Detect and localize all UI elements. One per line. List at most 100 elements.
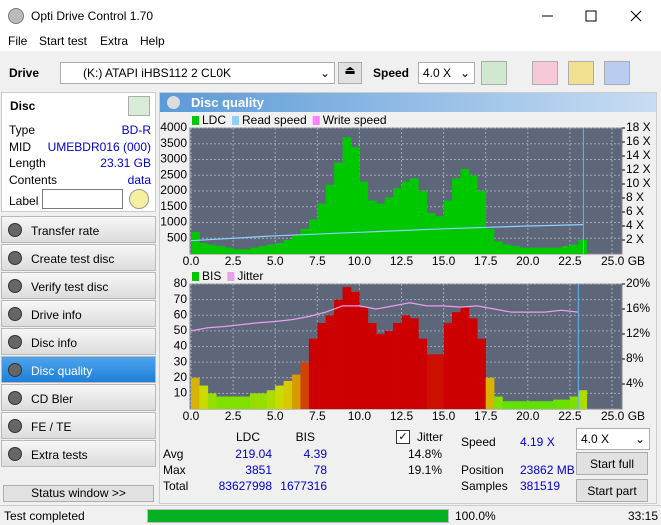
bar xyxy=(367,323,377,409)
label-button[interactable] xyxy=(129,189,149,209)
bar xyxy=(393,323,402,409)
y2-tick-label: 18 X xyxy=(626,120,651,134)
menu-item[interactable]: Start test xyxy=(39,34,88,48)
x-tick-label: 10.0 xyxy=(348,409,372,423)
jitter-checkbox[interactable]: ✓ xyxy=(396,430,410,444)
x-tick-label: 7.5 xyxy=(309,409,326,423)
eject-button[interactable]: ⏏ xyxy=(338,62,362,84)
bar xyxy=(384,330,394,409)
disc-refresh[interactable] xyxy=(128,96,150,116)
bar xyxy=(191,231,200,254)
y2-tick-label: 14 X xyxy=(626,148,651,162)
bar xyxy=(435,216,444,254)
erase-button[interactable] xyxy=(532,61,558,85)
legend-label: BIS xyxy=(202,269,221,283)
bar xyxy=(258,246,268,254)
stats-row-label: Avg xyxy=(163,447,184,461)
info-label: Samples xyxy=(461,479,508,493)
bar xyxy=(233,396,242,409)
bar xyxy=(443,323,453,409)
menu-item[interactable]: File xyxy=(8,34,28,48)
bar xyxy=(292,374,301,409)
nav-button[interactable]: Disc quality xyxy=(1,356,156,383)
x-tick-label: 12.5 xyxy=(390,409,414,423)
info-value: 4.19 X xyxy=(520,435,555,449)
x-tick-label: 22.5 xyxy=(558,409,582,423)
bar xyxy=(233,249,242,254)
bar xyxy=(561,246,571,254)
window-controls[interactable] xyxy=(530,0,661,32)
bar xyxy=(308,219,318,254)
x-tick-label: 25.0 GB xyxy=(601,254,645,268)
legend-swatch xyxy=(312,116,320,125)
bar xyxy=(258,393,268,409)
legend-swatch xyxy=(227,272,235,281)
bar xyxy=(485,377,495,409)
nav-button[interactable]: Create test disc xyxy=(1,244,156,271)
stats-row-label: Max xyxy=(163,463,186,477)
y2-tick-label: 4% xyxy=(626,376,644,390)
main-panel xyxy=(159,92,657,504)
status-window-button[interactable]: Status window >> xyxy=(3,485,154,502)
bar xyxy=(578,390,588,409)
y2-tick-label: 4 X xyxy=(626,218,644,232)
nav-label: Create test disc xyxy=(31,252,115,266)
bar xyxy=(477,338,486,409)
y2-tick-label: 16 X xyxy=(626,134,651,148)
refresh-button[interactable] xyxy=(481,61,507,85)
elapsed-time: 33:15 xyxy=(628,509,659,523)
label-input[interactable] xyxy=(42,189,123,209)
stats-column: LDC xyxy=(235,430,260,444)
y2-tick-label: 6 X xyxy=(626,204,644,218)
nav-button[interactable]: Disc info xyxy=(1,328,156,355)
bar xyxy=(283,239,293,254)
nav-button[interactable]: Verify test disc xyxy=(1,272,156,299)
y-tick-label: 10 xyxy=(174,386,188,400)
x-tick-label: 7.5 xyxy=(309,254,326,268)
test-speed-text: 4.0 X xyxy=(581,432,610,446)
y2-tick-label: 20% xyxy=(626,276,650,290)
status-bar: Test completed 100.0% 33:15 xyxy=(0,505,661,525)
disc-value: data xyxy=(127,172,151,187)
menu-item[interactable]: Help xyxy=(140,34,165,48)
nav-button[interactable]: Transfer rate xyxy=(1,216,156,243)
start-full-button[interactable]: Start full xyxy=(576,452,648,475)
drive-label: Drive xyxy=(9,66,40,80)
drive-select[interactable]: (K:) ATAPI iHBS112 2 CL0K ⌄ xyxy=(60,62,335,84)
x-tick-label: 25.0 GB xyxy=(601,409,645,423)
bar xyxy=(578,239,588,254)
info-label: Position xyxy=(461,463,504,477)
save-button[interactable] xyxy=(604,61,630,85)
disc-key: MID xyxy=(9,139,31,154)
start-part-button[interactable]: Start part xyxy=(576,479,648,502)
bar xyxy=(266,244,276,254)
settings-button[interactable] xyxy=(568,61,594,85)
nav-button[interactable]: FE / TE xyxy=(1,412,156,439)
nav-button[interactable]: Drive info xyxy=(1,300,156,327)
bar xyxy=(426,354,436,409)
bar xyxy=(527,247,537,254)
bar xyxy=(350,291,360,409)
disc-key: Type xyxy=(9,123,36,137)
bar xyxy=(401,181,411,254)
bar xyxy=(266,390,276,409)
x-tick-label: 10.0 xyxy=(348,254,372,268)
disc-panel: Disc Type BD-R MID UMEBDR016 (000) Length 23.… xyxy=(1,92,156,212)
speed-select[interactable]: 4.0 X ⌄ xyxy=(418,62,475,84)
y-tick-label: 70 xyxy=(174,292,188,306)
nav-button[interactable]: CD Bler xyxy=(1,384,156,411)
bar xyxy=(367,200,377,254)
nav-label: FE / TE xyxy=(31,420,72,434)
menu-item[interactable]: Extra xyxy=(100,34,129,48)
bar xyxy=(468,318,478,409)
bar xyxy=(452,312,461,409)
bar xyxy=(275,385,284,409)
bar xyxy=(275,242,284,254)
bar xyxy=(409,318,419,409)
disc-value: UMEBDR016 (000) xyxy=(47,139,151,154)
test-speed-select[interactable]: 4.0 X ⌄ xyxy=(576,428,650,450)
nav-button[interactable]: Extra tests xyxy=(1,440,156,467)
bar xyxy=(384,197,394,254)
x-tick-label: 17.5 xyxy=(474,254,498,268)
